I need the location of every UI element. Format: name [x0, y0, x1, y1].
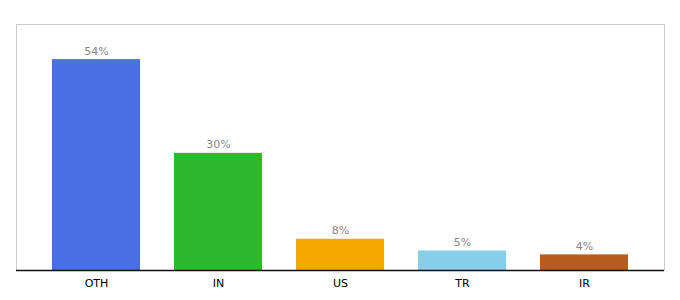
svg-text:IR: IR	[579, 277, 590, 290]
svg-text:30%: 30%	[206, 138, 230, 151]
svg-text:8%: 8%	[332, 224, 349, 237]
svg-text:54%: 54%	[84, 45, 108, 58]
svg-text:IN: IN	[213, 277, 224, 290]
svg-text:5%: 5%	[454, 236, 471, 249]
svg-text:TR: TR	[454, 277, 470, 290]
svg-text:US: US	[333, 277, 348, 290]
svg-text:OTH: OTH	[85, 277, 109, 290]
svg-text:4%: 4%	[576, 240, 593, 253]
